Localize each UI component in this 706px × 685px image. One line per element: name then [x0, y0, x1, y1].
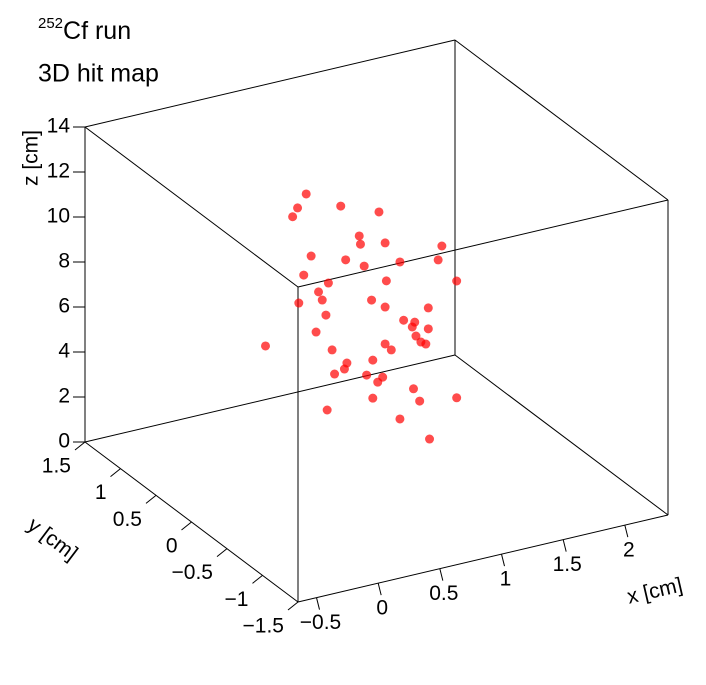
- hit-point: [321, 310, 331, 320]
- hit-point: [407, 322, 417, 332]
- y-tick-label: 1: [95, 481, 107, 504]
- hit-point: [425, 434, 435, 444]
- title-isotope: 252: [38, 15, 63, 32]
- hit-point: [452, 393, 462, 403]
- hit-point: [322, 405, 332, 415]
- hit-point: [367, 295, 377, 305]
- hit-point: [327, 345, 337, 355]
- title-text: Cf run: [63, 17, 131, 45]
- hit-point: [395, 257, 405, 267]
- x-tick: [501, 554, 505, 567]
- hit-point: [301, 189, 311, 199]
- z-tick-label: 8: [58, 250, 70, 273]
- hit-point: [415, 396, 425, 406]
- hit-point: [374, 207, 384, 217]
- box-edge: [454, 39, 669, 201]
- hit-point: [368, 393, 378, 403]
- x-tick: [562, 539, 567, 552]
- hit-point: [355, 239, 365, 249]
- y-tick-label: 0.5: [113, 508, 142, 531]
- y-tick-label: −1.5: [243, 615, 284, 638]
- hit-point: [452, 276, 462, 286]
- hit-point: [336, 201, 346, 211]
- box-edge: [297, 514, 669, 603]
- hit-point: [299, 270, 309, 280]
- y-tick-label: 1.5: [42, 455, 71, 478]
- hit-point: [323, 278, 333, 288]
- hit-point: [330, 369, 340, 379]
- x-tick-label: 0: [376, 597, 388, 620]
- y-tick: [181, 521, 192, 531]
- hit-point: [399, 315, 409, 325]
- hit-point: [380, 302, 390, 312]
- hit-point: [311, 327, 321, 337]
- hit-point: [423, 324, 433, 334]
- hit-point: [314, 287, 324, 297]
- hit-point: [288, 212, 298, 222]
- hit-point: [411, 331, 421, 341]
- hit-point: [380, 339, 390, 349]
- z-axis-title: z [cm]: [20, 130, 43, 186]
- z-tick-label: 10: [47, 205, 70, 228]
- hit-point: [359, 261, 369, 271]
- x-tick: [439, 568, 444, 581]
- hit-point: [294, 298, 304, 308]
- x-tick: [624, 525, 629, 538]
- y-tick-label: 0: [166, 535, 178, 558]
- hit-point: [306, 251, 316, 261]
- x-tick-label: 0.5: [429, 582, 458, 605]
- hit-point: [433, 255, 443, 265]
- hit-point: [395, 414, 405, 424]
- z-tick-label: 0: [58, 430, 70, 453]
- chart-title: 252Cf run: [38, 15, 131, 45]
- z-tick-label: 2: [58, 385, 70, 408]
- hit-point: [261, 341, 270, 351]
- x-tick-label: −0.5: [300, 611, 341, 634]
- z-tick-label: 6: [58, 295, 70, 318]
- hit-point: [368, 355, 378, 365]
- y-tick-label: −0.5: [172, 561, 213, 584]
- y-tick: [74, 441, 86, 451]
- y-tick: [145, 494, 157, 504]
- x-tick-label: 2: [623, 539, 635, 562]
- x-tick: [316, 597, 320, 610]
- x-tick-label: 1.5: [553, 553, 582, 576]
- z-tick-label: 14: [47, 115, 71, 138]
- box-edge: [454, 354, 669, 516]
- hit-point: [386, 345, 396, 355]
- box-edge: [84, 126, 299, 288]
- z-tick-label: 4: [58, 340, 70, 363]
- box-edge: [297, 199, 669, 288]
- hit-point: [373, 377, 383, 387]
- hit-point: [381, 276, 391, 286]
- y-axis-title: y [cm]: [23, 513, 82, 565]
- chart-subtitle: 3D hit map: [38, 60, 159, 88]
- x-tick-label: 1: [500, 568, 512, 591]
- hit-point: [437, 241, 447, 251]
- x-axis-title: x [cm]: [625, 574, 685, 609]
- hit-point: [293, 203, 303, 213]
- hit-point: [409, 384, 418, 394]
- hit-point: [339, 364, 349, 374]
- z-tick-label: 12: [47, 160, 70, 183]
- box-edge: [84, 39, 456, 128]
- y-tick: [287, 601, 299, 611]
- y-tick: [110, 468, 121, 478]
- hit-point: [317, 295, 327, 305]
- x-tick: [377, 583, 382, 596]
- hit-point: [423, 303, 433, 313]
- hit-point: [380, 238, 390, 248]
- hit-point: [421, 339, 431, 349]
- box-edge: [84, 354, 456, 443]
- hit-point: [341, 255, 351, 265]
- hit-point: [354, 231, 364, 241]
- y-tick: [216, 548, 228, 558]
- hit-point: [362, 370, 372, 380]
- y-tick-label: −1: [225, 588, 249, 611]
- y-tick: [252, 574, 263, 584]
